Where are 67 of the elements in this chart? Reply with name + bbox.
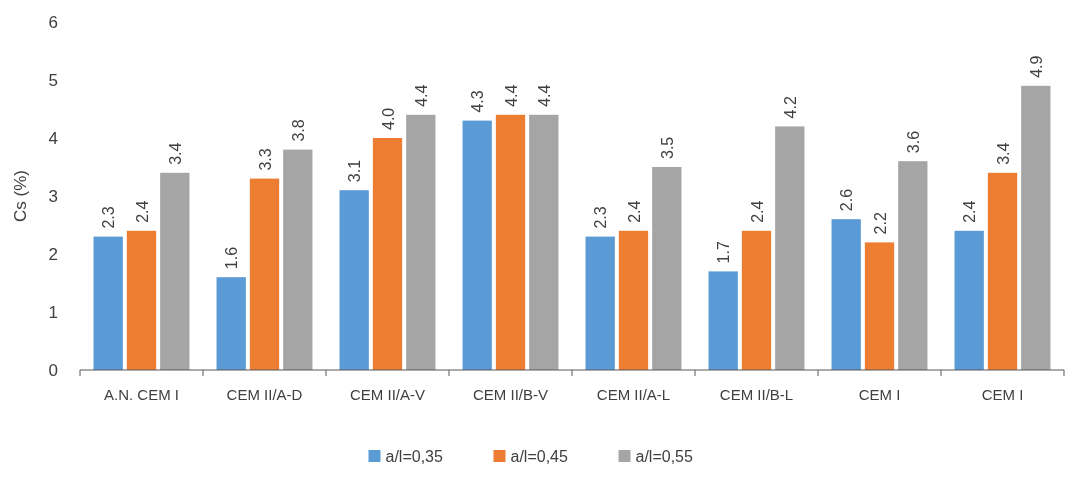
bar xyxy=(339,190,369,370)
data-label: 4.3 xyxy=(469,90,487,113)
y-tick-label: 3 xyxy=(48,187,58,206)
x-tick-label: CEM II/B-L xyxy=(719,386,794,403)
y-tick-label: 4 xyxy=(48,129,58,148)
y-tick-label: 5 xyxy=(48,71,58,90)
bar xyxy=(283,149,313,370)
bar xyxy=(741,230,772,370)
bar xyxy=(249,178,280,370)
data-label: 3.1 xyxy=(346,159,364,183)
legend-label: a/l=0,55 xyxy=(635,448,693,465)
data-label: 3.6 xyxy=(904,130,922,154)
bar xyxy=(652,167,682,370)
bar xyxy=(529,114,559,370)
y-tick-label: 1 xyxy=(48,303,58,322)
bar xyxy=(93,236,123,370)
data-label: 2.4 xyxy=(748,200,766,223)
bar xyxy=(160,172,190,370)
legend-label: a/l=0,45 xyxy=(510,448,568,465)
bar xyxy=(831,219,861,370)
y-tick-label: 0 xyxy=(48,361,58,380)
y-tick-label: 6 xyxy=(48,13,58,32)
data-label: 4.0 xyxy=(379,107,397,130)
data-label: 3.8 xyxy=(289,119,307,142)
bar xyxy=(216,277,246,370)
x-tick-label: CEM I xyxy=(981,386,1024,403)
data-label: 4.4 xyxy=(535,84,553,107)
data-label: 2.4 xyxy=(961,200,979,223)
data-label: 4.4 xyxy=(502,84,520,107)
data-label: 2.3 xyxy=(100,206,118,229)
data-label: 4.4 xyxy=(412,84,430,107)
bar xyxy=(495,114,526,370)
bar xyxy=(775,126,805,370)
data-label: 4.2 xyxy=(781,96,799,119)
data-label: 1.7 xyxy=(715,241,733,264)
bar xyxy=(372,138,403,370)
bar xyxy=(1021,85,1051,370)
bar xyxy=(126,230,157,370)
bar xyxy=(898,161,928,370)
bar xyxy=(864,242,895,370)
x-tick-label: CEM I xyxy=(858,386,901,403)
x-tick-label: A.N. CEM I xyxy=(103,386,180,403)
bar xyxy=(954,230,984,370)
y-tick-label: 2 xyxy=(48,245,58,264)
data-label: 2.6 xyxy=(838,188,856,212)
bar xyxy=(406,114,436,370)
data-label: 3.4 xyxy=(994,142,1012,165)
x-tick-label: CEM II/A-L xyxy=(596,386,671,403)
bar xyxy=(462,120,492,370)
x-tick-label: CEM II/B-V xyxy=(472,386,549,403)
data-label: 3.4 xyxy=(166,142,184,165)
legend-label: a/l=0,35 xyxy=(385,448,443,465)
x-tick-label: CEM II/A-D xyxy=(226,386,303,403)
data-label: 2.4 xyxy=(625,200,643,223)
data-label: 3.3 xyxy=(256,148,274,171)
data-label: 4.9 xyxy=(1027,55,1045,78)
data-label: 2.2 xyxy=(871,212,889,235)
y-axis-title: Cs (%) xyxy=(11,170,30,222)
bar xyxy=(987,172,1018,370)
bar xyxy=(708,271,738,370)
data-label: 3.5 xyxy=(658,136,676,159)
data-label: 2.4 xyxy=(133,200,151,223)
bar xyxy=(618,230,649,370)
bar xyxy=(585,236,615,370)
x-tick-label: CEM II/A-V xyxy=(349,386,426,403)
data-label: 2.3 xyxy=(592,206,610,229)
data-label: 1.6 xyxy=(223,246,241,270)
